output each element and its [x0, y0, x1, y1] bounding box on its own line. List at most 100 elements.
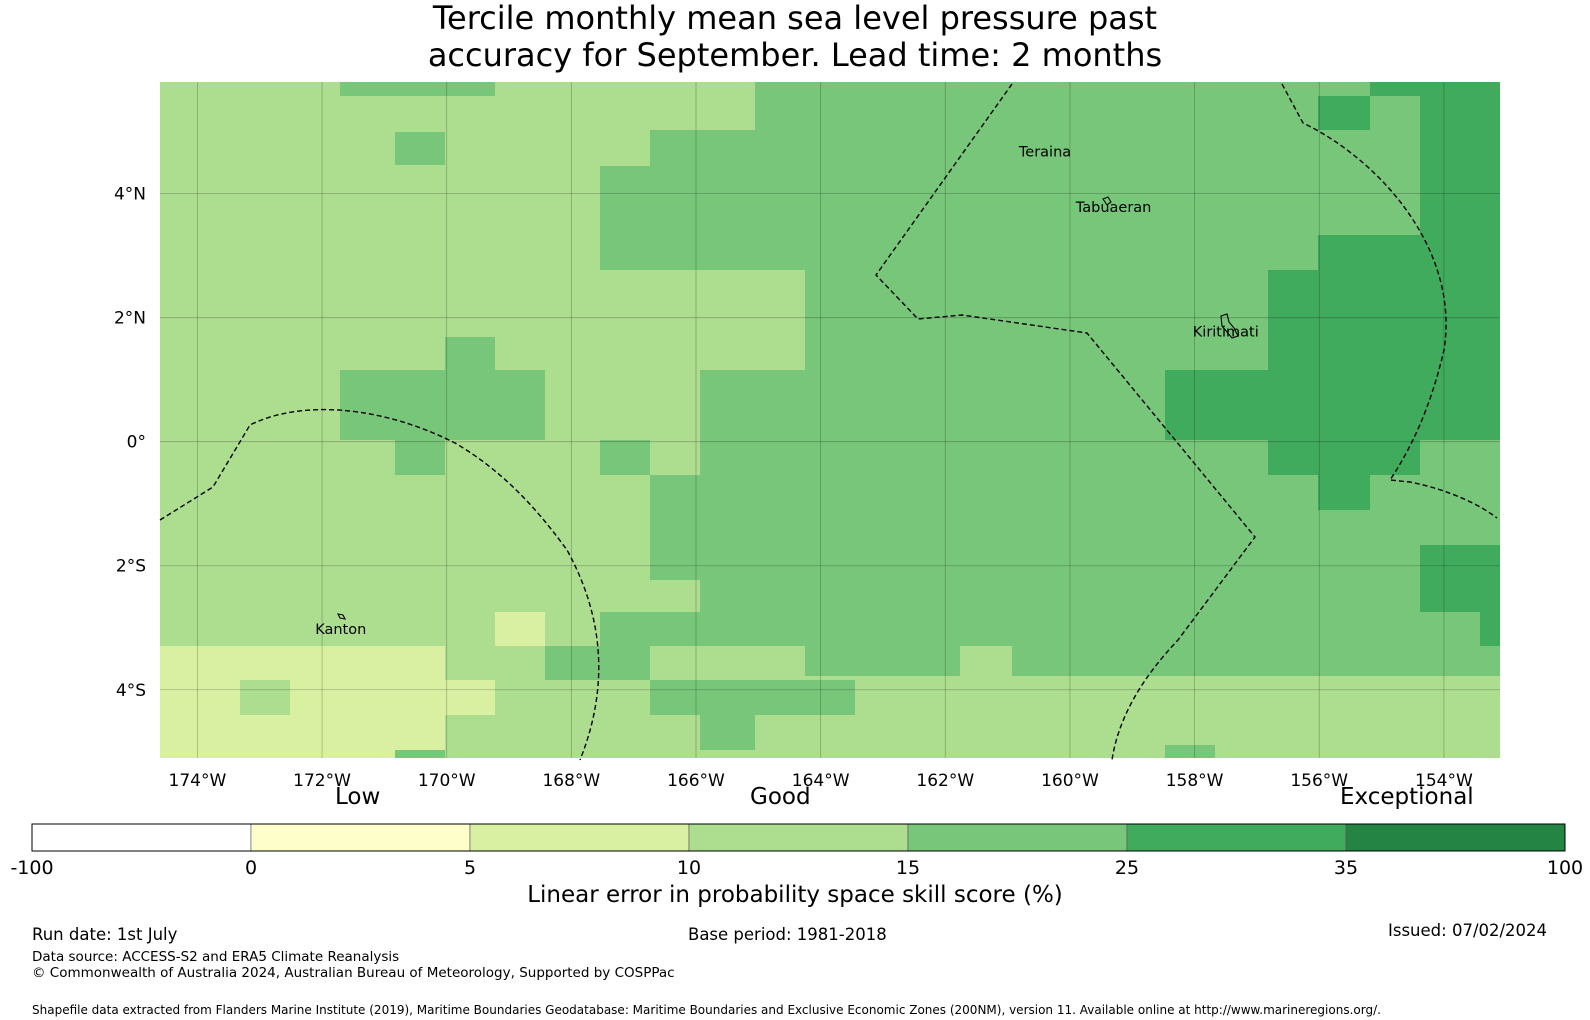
colorbar-tick-label: 15: [896, 857, 920, 879]
colorbar-swatch: [1126, 823, 1347, 852]
x-tick-label: 174°W: [169, 771, 227, 791]
x-tick-label: 162°W: [916, 771, 974, 791]
grid-cell: [960, 646, 1012, 680]
x-tick-label: 154°W: [1415, 771, 1473, 791]
colorbar-tick-label: 0: [245, 857, 257, 879]
eez-boundaries: [159, 83, 1498, 761]
colorbar-swatch: [1345, 823, 1566, 852]
colorbar-frame: [31, 823, 1566, 852]
x-tick-label: 166°W: [667, 771, 725, 791]
base-period: Base period: 1981-2018: [688, 925, 887, 944]
eez-boundary-east-arc: [1281, 83, 1498, 519]
colorbar-swatch: [907, 823, 1128, 852]
grid-cell: [1165, 745, 1215, 758]
grid-cell: [1268, 440, 1420, 475]
grid-cell: [650, 475, 700, 580]
colorbar-category-good: Good: [750, 784, 811, 810]
x-tick-label: 158°W: [1166, 771, 1224, 791]
place-labels: Teraina Tabuaeran Kiritimati Kanton: [315, 144, 1259, 638]
grid-cell: [1480, 612, 1500, 646]
y-tick-label: 4°N: [114, 185, 146, 205]
eez-boundary-line-islands: [875, 83, 1256, 761]
colorbar-tick-label: 5: [464, 857, 476, 879]
issued-date: Issued: 07/02/2024: [1388, 921, 1548, 940]
x-tick-label: 156°W: [1290, 771, 1348, 791]
colorbar-tick-label: 35: [1334, 857, 1358, 879]
colorbar-swatch: [688, 823, 909, 852]
island-shapes: [337, 196, 1239, 620]
x-tick-label: 164°W: [792, 771, 850, 791]
grid-cell: [650, 580, 700, 612]
grid-cell: [340, 370, 545, 440]
kanton-island-shape: [337, 613, 346, 620]
place-label: Teraina: [1018, 144, 1071, 160]
colorbar-category-exceptional: Exceptional: [1340, 784, 1474, 810]
copyright: © Commonwealth of Australia 2024, Austra…: [32, 965, 675, 981]
grid-cell: [650, 270, 805, 303]
grid-cell: [755, 715, 855, 758]
skill-grid: [160, 82, 1500, 758]
y-tick-label: 4°S: [116, 681, 146, 701]
grid-cell: [600, 440, 650, 475]
grid-cell: [855, 680, 960, 758]
colorbar-swatch: [250, 823, 471, 852]
grid-cell: [445, 337, 495, 370]
shapefile-credit: Shapefile data extracted from Flanders M…: [32, 1003, 1381, 1017]
grid-cell: [755, 303, 805, 370]
place-label: Kanton: [315, 622, 366, 638]
grid-cell: [395, 132, 445, 165]
grid-cell: [1318, 235, 1500, 440]
place-label: Kiritimati: [1193, 324, 1259, 340]
colorbar-tick-label: -100: [10, 857, 53, 879]
y-tick-label: 0°: [127, 433, 146, 453]
grid-cell: [160, 646, 445, 758]
grid-cell: [700, 715, 755, 750]
grid-cell: [395, 440, 445, 475]
x-tick-label: 168°W: [542, 771, 600, 791]
colorbar-category-low: Low: [335, 784, 381, 810]
grid-cell: [240, 680, 290, 715]
map-gridlines: [160, 82, 1500, 758]
grid-cell: [1420, 545, 1500, 612]
grid-cell: [1318, 96, 1370, 130]
grid-cell: [650, 646, 805, 680]
grid-cell: [650, 303, 755, 370]
y-axis-ticks: 4°N 2°N 0° 2°S 4°S: [114, 185, 146, 701]
grid-cell: [1420, 96, 1500, 235]
grid-cell: [340, 82, 495, 96]
colorbar-label: Linear error in probability space skill …: [527, 882, 1063, 908]
run-date: Run date: 1st July: [32, 925, 178, 944]
grid-cell: [650, 680, 855, 715]
x-axis-ticks: 174°W 172°W 170°W 168°W 166°W 164°W 162°W 160°W…: [169, 771, 1473, 791]
y-tick-label: 2°S: [116, 557, 146, 577]
grid-cell: [395, 750, 445, 758]
colorbar-tick-label: 100: [1547, 857, 1583, 879]
tabuaeran-island-shape: [1102, 196, 1112, 206]
x-tick-label: 172°W: [293, 771, 351, 791]
x-tick-label: 170°W: [418, 771, 476, 791]
grid-cell: [545, 646, 650, 680]
kiritimati-island-shape: [1220, 313, 1239, 339]
y-tick-label: 2°N: [114, 309, 146, 329]
grid-cell: [1370, 82, 1500, 96]
grid-cell: [700, 82, 755, 130]
place-label: Tabuaeran: [1075, 200, 1152, 216]
grid-cell: [960, 680, 1062, 758]
x-tick-label: 160°W: [1041, 771, 1099, 791]
colorbar-tick-label: 25: [1115, 857, 1139, 879]
grid-cell: [1165, 370, 1268, 440]
grid-cell: [600, 166, 650, 270]
grid-cell: [600, 612, 650, 646]
data-source: Data source: ACCESS-S2 and ERA5 Climate …: [32, 949, 400, 965]
grid-cell: [445, 680, 495, 715]
map-title: Tercile monthly mean sea level pressure …: [0, 0, 1590, 74]
eez-boundary-phoenix-west: [159, 408, 600, 761]
colorbar: -100 0 5 10 15 25 35 100: [10, 823, 1583, 879]
colorbar-swatch: [469, 823, 690, 852]
grid-cell: [495, 612, 545, 646]
colorbar-swatch: [31, 823, 252, 852]
title-line-2: accuracy for September. Lead time: 2 mon…: [427, 36, 1163, 74]
title-line-1: Tercile monthly mean sea level pressure …: [432, 0, 1158, 37]
grid-cell: [1318, 475, 1370, 510]
